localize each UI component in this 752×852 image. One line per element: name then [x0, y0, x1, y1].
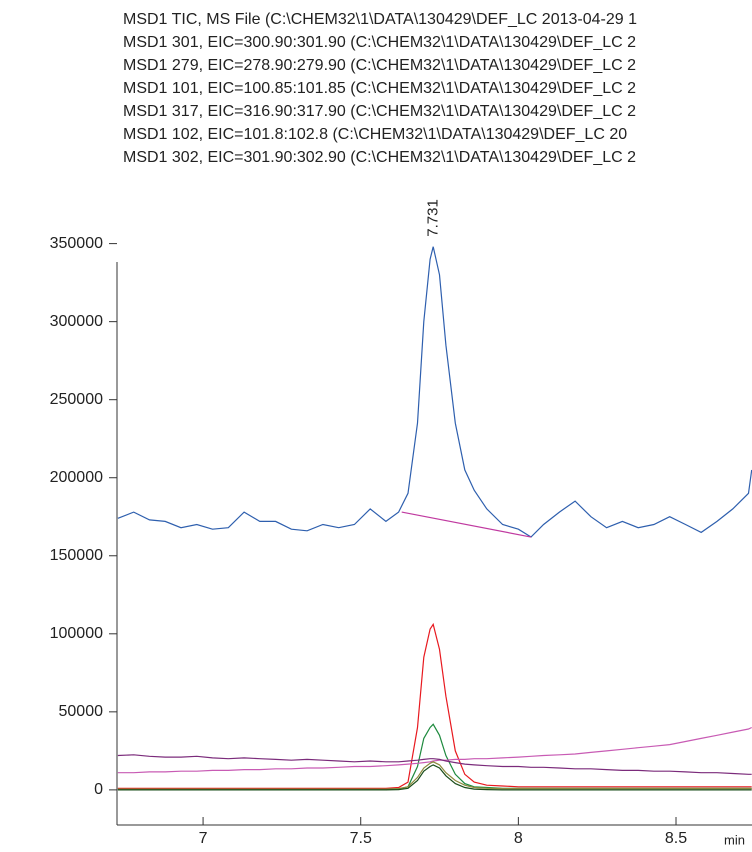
y-tick-label: 250000	[50, 391, 103, 408]
x-tick-label: 7.5	[350, 830, 372, 847]
legend-entry: MSD1 301, EIC=300.90:301.90 (C:\CHEM32\1…	[123, 34, 636, 51]
y-tick-label: 100000	[50, 625, 103, 642]
legend-entry: MSD1 102, EIC=101.8:102.8 (C:\CHEM32\1\D…	[123, 126, 627, 143]
x-axis-label: min	[724, 832, 745, 847]
x-tick-label: 7	[199, 830, 208, 847]
legend-entry: MSD1 101, EIC=100.85:101.85 (C:\CHEM32\1…	[123, 80, 636, 97]
legend-entry: MSD1 TIC, MS File (C:\CHEM32\1\DATA\1304…	[123, 11, 637, 28]
legend-entry: MSD1 317, EIC=316.90:317.90 (C:\CHEM32\1…	[123, 103, 636, 120]
series-line	[117, 726, 752, 774]
series-line	[117, 754, 752, 775]
plot-area	[117, 246, 752, 791]
peak-label: 7.731	[425, 199, 442, 237]
series-line	[117, 622, 752, 789]
y-tick-label: 50000	[59, 703, 104, 720]
y-tick-label: 0	[94, 781, 103, 798]
y-tick-label: 300000	[50, 313, 103, 330]
series-line	[117, 764, 752, 791]
series-line	[117, 761, 752, 790]
y-tick-label: 150000	[50, 547, 103, 564]
x-tick-label: 8.5	[665, 830, 687, 847]
y-tick-label: 350000	[50, 235, 103, 252]
x-tick-label: 8	[514, 830, 523, 847]
legend-entry: MSD1 279, EIC=278.90:279.90 (C:\CHEM32\1…	[123, 57, 636, 74]
y-tick-label: 200000	[50, 469, 103, 486]
legend-entry: MSD1 302, EIC=301.90:302.90 (C:\CHEM32\1…	[123, 149, 636, 166]
series-line	[117, 723, 752, 790]
series-line	[117, 246, 752, 538]
integration-baseline	[401, 511, 532, 538]
